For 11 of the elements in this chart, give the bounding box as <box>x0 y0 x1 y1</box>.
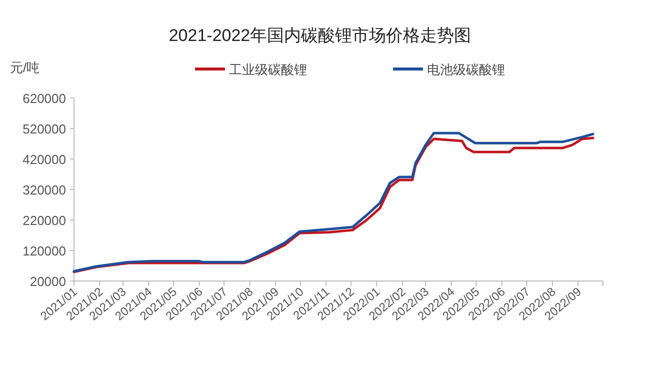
y-tick-label: 220000 <box>22 213 66 228</box>
y-tick-label: 620000 <box>22 91 66 106</box>
y-tick-label: 520000 <box>22 122 66 136</box>
legend-label: 工业级碳酸锂 <box>229 62 307 77</box>
chart-title: 2021-2022年国内碳酸锂市场价格走势图 <box>168 26 472 45</box>
y-tick-label: 120000 <box>22 244 66 258</box>
y-tick-label: 320000 <box>22 182 66 198</box>
y-axis-title: 元/吨 <box>10 60 40 75</box>
y-tick-label: 420000 <box>22 152 66 167</box>
y-tick-label: 20000 <box>30 274 66 289</box>
legend-label: 电池级碳酸锂 <box>427 62 505 77</box>
